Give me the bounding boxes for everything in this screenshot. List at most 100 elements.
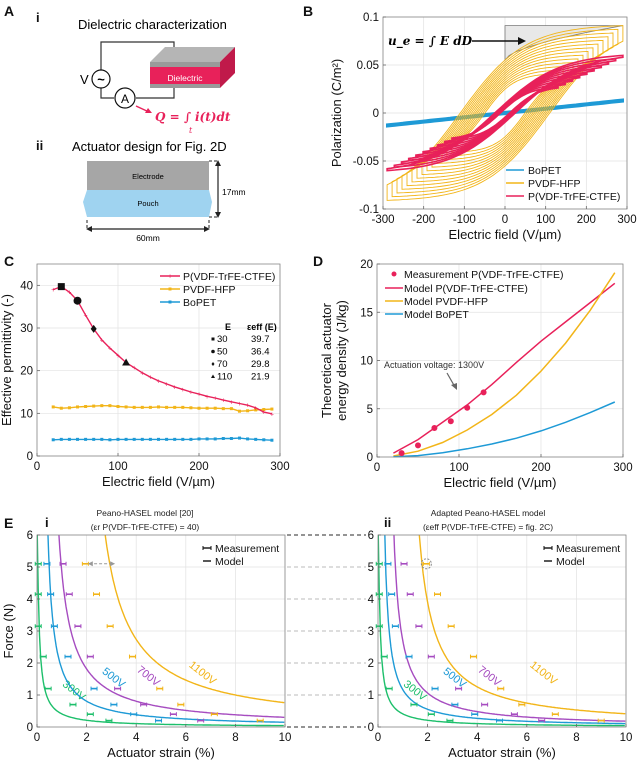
data-point — [92, 437, 96, 441]
data-point — [197, 406, 201, 410]
data-point — [221, 407, 225, 411]
x-tick-label: 0 — [502, 214, 508, 226]
model-curve-1100v — [418, 535, 626, 715]
panel-d-energy-density-chart: D 0 100 200 300 0 5 10 15 20 Electric field (V/µ… — [313, 253, 633, 490]
hysteresis-loop-pvdf-hfp — [406, 39, 604, 187]
hysteresis-loop-pvdf-hfp — [391, 28, 619, 198]
x-tick-label: 6 — [524, 732, 530, 744]
panel-a-i-title: Dielectric characterization — [78, 17, 227, 32]
electrode-top — [150, 47, 235, 62]
series-line-p-vdf-trfe-ctfe- — [52, 285, 273, 415]
x-axis-label: Electric field (V/µm) — [102, 474, 215, 489]
ac-source-icon — [91, 69, 111, 89]
x-axis-label: Electric field (V/µm) — [449, 227, 562, 242]
y-axis-label-line1: Theoretical actuator — [319, 302, 334, 418]
data-point — [181, 405, 185, 409]
panel-e-i-label: i — [45, 515, 49, 530]
model-curve-700v — [58, 535, 285, 718]
highlight-marker-diamond — [90, 324, 97, 333]
data-point: + — [140, 370, 144, 377]
table-marker-diamond — [211, 362, 215, 366]
data-point — [108, 438, 112, 442]
data-point — [262, 407, 266, 411]
energy-formula: u_e = ∫ E dD — [388, 34, 473, 49]
data-point — [108, 404, 112, 408]
data-point — [116, 437, 120, 441]
y-tick-label: -0.05 — [353, 156, 379, 168]
hysteresis-loop-pvdf-hfp — [411, 43, 599, 183]
data-point — [229, 407, 233, 411]
model-line-model-pvdf-hfp — [393, 272, 616, 457]
x-tick-label: 4 — [133, 732, 140, 744]
voltage-label: 700V — [134, 664, 162, 690]
y-tick-label: 0 — [367, 452, 373, 464]
legend-label: Model PVDF-HFP — [404, 296, 488, 308]
series-line-pvdf-hfp — [53, 405, 272, 412]
series-line-bopet — [53, 437, 272, 441]
table-header-e: E — [225, 322, 231, 332]
panel-a-ii-title: Actuator design for Fig. 2D — [72, 139, 227, 154]
legend-marker: + — [168, 274, 172, 281]
panel-b-letter: B — [303, 3, 313, 19]
y-tick-label: 10 — [20, 408, 33, 420]
electrode-bottom-edge — [150, 84, 220, 88]
panel-a-i-label: i — [36, 10, 40, 25]
model-curve-300v — [378, 535, 625, 727]
table-marker-circle — [211, 349, 215, 354]
x-tick-label: 6 — [183, 732, 189, 744]
panel-b-hysteresis-chart: B -300 -200 -100 0 100 200 300 -0.1 -0.05 0 0.05 0.… — [303, 3, 637, 242]
legend-label: P(VDF-TrFE-CTFE) — [183, 271, 275, 283]
x-tick-label: 200 — [577, 214, 596, 226]
width-arrowhead — [204, 226, 210, 232]
data-point — [51, 405, 55, 409]
data-point — [246, 437, 250, 441]
shift-arrowhead — [87, 561, 93, 567]
data-point: + — [254, 405, 258, 412]
data-point — [262, 438, 266, 442]
y-tick-label: 2 — [27, 658, 33, 670]
e-ii-title-line1: Adapted Peano-HASEL model — [431, 508, 546, 518]
x-tick-label: 300 — [613, 462, 632, 474]
x-tick-label: 2 — [83, 732, 89, 744]
measurement-point — [398, 450, 405, 457]
model-line-model-p-vdf-trfe-ctfe- — [393, 282, 616, 454]
data-point — [229, 437, 233, 441]
data-point — [157, 405, 160, 409]
pouch-region — [83, 190, 212, 217]
highlight-circle — [420, 558, 432, 570]
highlight-marker-triangle — [122, 358, 131, 366]
x-tick-label: -200 — [412, 214, 435, 226]
panel-a: A i Dielectric characterization ~ V A Di… — [4, 3, 246, 243]
x-tick-label: 200 — [189, 461, 208, 473]
energy-area — [504, 25, 623, 62]
table-marker-square — [211, 337, 215, 341]
data-point — [140, 437, 144, 441]
data-point — [92, 404, 96, 408]
data-point: + — [108, 346, 112, 353]
data-point — [132, 405, 136, 409]
x-tick-label: -100 — [453, 214, 476, 226]
legend-label: PVDF-HFP — [183, 284, 236, 296]
x-tick-label: 0 — [374, 462, 380, 474]
x-tick-label: 200 — [531, 462, 550, 474]
dielectric-label: Dielectric — [168, 73, 204, 83]
highlight-marker-circle — [73, 296, 82, 305]
legend-marker — [391, 271, 397, 277]
data-point — [84, 405, 88, 409]
model-line-model-bopet — [393, 401, 616, 458]
x-tick-label: 300 — [617, 214, 636, 226]
data-point — [213, 437, 217, 441]
annotation-arrowhead — [451, 383, 457, 390]
panel-c-letter: C — [4, 253, 14, 269]
ammeter-label: A — [121, 92, 129, 106]
x-tick-label: 2 — [424, 732, 430, 744]
height-arrowhead — [215, 160, 221, 166]
data-point: + — [148, 375, 152, 382]
y-tick-label: 4 — [27, 594, 34, 606]
data-point — [148, 405, 152, 409]
measurement-point — [415, 442, 421, 449]
y-tick-label: 0.05 — [357, 60, 379, 72]
data-point — [221, 437, 225, 441]
measurement-point — [464, 404, 471, 411]
